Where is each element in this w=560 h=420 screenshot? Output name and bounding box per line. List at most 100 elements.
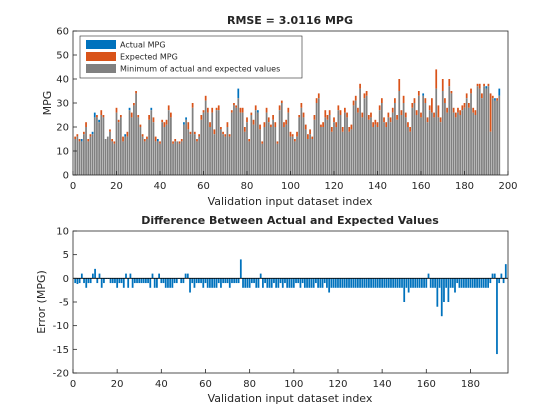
error-bar-144 [390, 278, 392, 288]
top-bar-min-111 [313, 119, 316, 175]
top-bar-diff-117 [326, 115, 329, 120]
top-bar-min-27 [130, 117, 133, 175]
top-bar-min-15 [104, 139, 107, 175]
top-bar-diff-177 [457, 107, 459, 113]
top-bar-min-48 [176, 141, 179, 175]
top-bar-diff-78 [241, 107, 244, 113]
top-bar-diff-135 [365, 91, 368, 96]
top-bar-min-47 [174, 141, 177, 175]
top-bar-diff-107 [304, 124, 307, 130]
top-bar-min-105 [300, 107, 303, 175]
error-bar-17 [109, 278, 112, 284]
top-bar-min-150 [398, 91, 401, 175]
legend-label-minimum: Minimum of actual and expected values [120, 65, 280, 74]
top-bar-diff-127 [348, 127, 351, 132]
top-xtick-label: 140 [368, 181, 387, 192]
top-bar-min-50 [180, 141, 183, 175]
top-bar-diff-171 [444, 98, 446, 103]
top-bar-diff-57 [196, 139, 198, 142]
error-bar-193 [498, 278, 501, 284]
error-bar-8 [89, 278, 92, 284]
error-bar-112 [319, 278, 322, 288]
error-bar-45 [171, 278, 174, 288]
top-bar-diff-147 [391, 107, 394, 113]
legend-label-actual: Actual MPG [120, 41, 166, 50]
error-bar-196 [504, 264, 507, 279]
top-bar-min-4 [80, 141, 83, 175]
error-bar-146 [394, 278, 397, 288]
error-bar-160 [425, 278, 428, 288]
top-bar-min-14 [102, 117, 105, 175]
error-bar-35 [149, 278, 152, 288]
top-bar-diff-173 [448, 79, 451, 87]
error-bar-80 [248, 278, 251, 288]
top-bar-diff-116 [324, 110, 327, 118]
top-bar-min-11 [96, 117, 98, 175]
error-bar-68 [222, 278, 225, 284]
error-bar-53 [189, 278, 191, 293]
error-bar-151 [405, 278, 408, 288]
top-bar-min-6 [85, 127, 87, 175]
top-bar-min-107 [304, 129, 307, 175]
top-bar-min-135 [365, 95, 368, 175]
error-bar-195 [502, 278, 505, 284]
top-bar-diff-34 [146, 136, 148, 139]
bottom-ytick-label: -5 [59, 298, 69, 309]
error-bar-24 [125, 273, 127, 279]
error-bar-133 [365, 278, 368, 288]
top-bar-diff-28 [133, 103, 135, 106]
error-bar-162 [429, 278, 432, 288]
top-bar-min-157 [413, 103, 416, 175]
top-bar-diff-40 [159, 141, 161, 144]
error-bar-188 [487, 278, 490, 288]
error-bar-49 [180, 278, 183, 284]
error-bar-134 [368, 278, 370, 288]
top-bar-diff-56 [193, 131, 196, 135]
error-bar-94 [279, 278, 282, 284]
error-bar-124 [345, 278, 348, 288]
top-bar-diff-18 [111, 139, 114, 142]
top-bar-min-100 [289, 136, 292, 175]
top-bar-diff-46 [172, 141, 174, 144]
top-bar-min-174 [450, 93, 453, 175]
error-bar-122 [341, 278, 344, 288]
top-ytick-label: 10 [56, 147, 69, 158]
error-bar-181 [471, 278, 474, 288]
top-bar-diff-17 [109, 129, 111, 132]
top-ytick-label: 0 [63, 171, 69, 182]
error-bar-189 [489, 278, 492, 284]
legend-swatch-minimum [86, 64, 116, 73]
top-bar-min-137 [370, 117, 372, 175]
bottom-x-axis-label: Validation input dataset index [208, 392, 373, 405]
top-bar-diff-27 [130, 112, 133, 118]
top-chart-title: RMSE = 3.0116 MPG [227, 14, 353, 27]
error-bar-179 [467, 278, 470, 288]
error-bar-36 [151, 273, 154, 279]
top-bar-diff-187 [478, 83, 481, 89]
error-bar-66 [217, 278, 220, 284]
top-bar-diff-110 [311, 136, 314, 139]
top-bar-min-153 [404, 117, 407, 175]
error-bar-136 [372, 278, 375, 288]
error-bar-143 [387, 278, 390, 288]
error-bar-32 [142, 278, 145, 284]
error-bar-72 [231, 278, 233, 284]
top-bar-min-103 [296, 136, 298, 175]
error-bar-58 [200, 278, 202, 284]
top-bar-diff-165 [431, 98, 433, 113]
top-bar-diff-143 [383, 117, 385, 123]
top-bar-diff-115 [322, 122, 324, 127]
error-bar-78 [244, 278, 247, 288]
error-bar-21 [118, 278, 121, 284]
top-bar-diff-69 [222, 131, 224, 135]
error-bar-57 [197, 278, 200, 284]
top-bar-min-19 [113, 143, 116, 175]
top-bar-min-145 [387, 117, 390, 175]
top-bar-diff-65 [213, 129, 216, 135]
top-bar-diff-157 [413, 98, 416, 103]
error-bar-148 [398, 278, 401, 288]
top-bar-diff-43 [165, 119, 168, 125]
top-bar-diff-3 [78, 139, 81, 142]
top-bar-min-120 [333, 122, 335, 175]
error-bar-120 [337, 278, 339, 288]
